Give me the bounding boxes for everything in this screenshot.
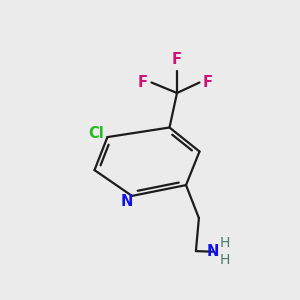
Text: H: H [220, 253, 230, 267]
Text: N: N [120, 194, 133, 209]
Text: H: H [220, 236, 230, 250]
Text: F: F [172, 52, 182, 67]
Text: F: F [203, 75, 213, 90]
Text: N: N [207, 244, 219, 259]
Text: Cl: Cl [88, 126, 104, 141]
Text: F: F [138, 75, 148, 90]
